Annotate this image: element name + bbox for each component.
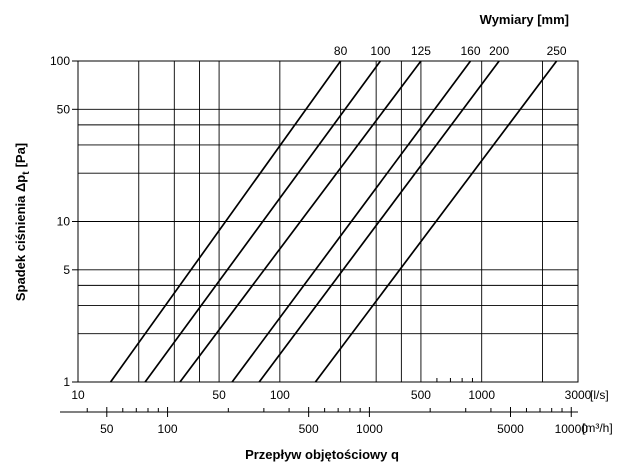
y-tick-label: 50 [57,102,71,116]
x2-tick-label: 100 [158,422,178,436]
series-label-100: 100 [370,44,390,58]
x2-unit-label: [m³/h] [582,421,613,435]
series-label-250: 250 [547,44,567,58]
x-axis-title: Przepływ objętościowy q [245,447,399,462]
axes [60,60,579,417]
y-tick-label: 10 [57,215,71,229]
x-tick-label: 50 [212,388,226,402]
series-label-125: 125 [411,44,431,58]
x-tick-label: 10 [71,388,85,402]
series-line-80 [109,60,342,383]
series-line-125 [179,60,422,383]
x-tick-label: 500 [411,388,431,402]
y-axis-title: Spadek ciśnienia Δpt [Pa] [13,143,32,301]
y-tick-label: 100 [50,54,70,68]
series-label-80: 80 [334,44,348,58]
x-tick-label: 100 [270,388,290,402]
y-axis-title-subscript: t [21,171,32,175]
labels: Wymiary [mm] Przepływ objętościowy q Spa… [13,12,613,462]
grid [78,61,578,382]
x-tick-label: 1000 [468,388,495,402]
x2-tick-label: 10000 [555,422,589,436]
x2-tick-label: 5000 [497,422,524,436]
x2-tick-label: 500 [299,422,319,436]
series-line-200 [258,60,500,383]
series-line-250 [314,60,558,383]
series-lines [109,60,558,383]
y-tick-label: 5 [63,263,70,277]
series-label-200: 200 [489,44,509,58]
x-tick-label: 3000 [565,388,592,402]
y-axis-title-unit: [Pa] [13,143,28,168]
y-axis-title-main: Spadek ciśnienia Δp [13,175,28,301]
series-line-160 [231,60,472,383]
x2-tick-label: 1000 [356,422,383,436]
series-line-100 [144,60,382,383]
x2-tick-label: 50 [100,422,114,436]
y-tick-label: 1 [63,375,70,389]
x-unit-label: [l/s] [590,388,609,402]
series-label-160: 160 [460,44,480,58]
chart-title: Wymiary [mm] [480,12,569,27]
